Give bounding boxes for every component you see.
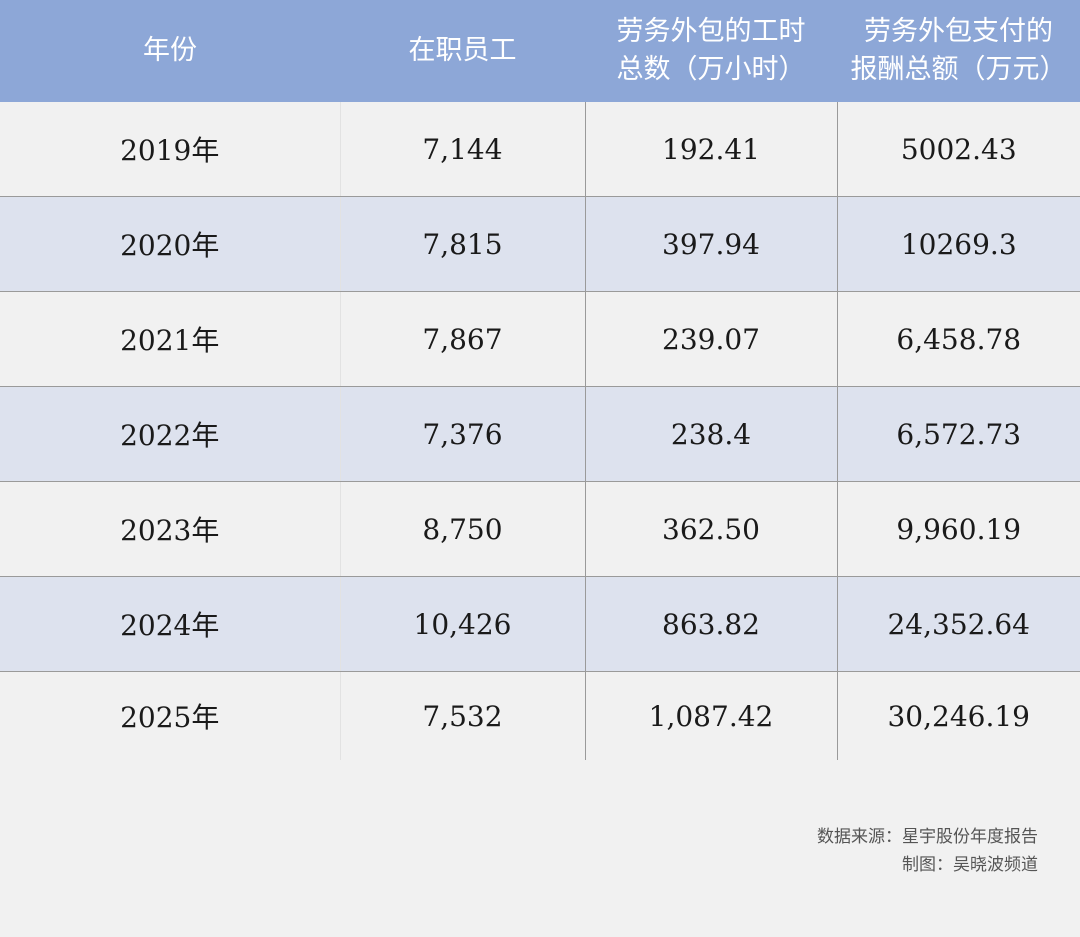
table-cell: 2022年 [0,386,341,482]
table-cell: 863.82 [585,576,838,672]
table-body: 2019年 7,144 192.41 5002.43 2020年 7,815 397.94 1… [0,102,1080,760]
table-cell: 397.94 [585,196,838,292]
table-cell: 24,352.64 [837,576,1080,672]
data-table: 年份 在职员工 劳务外包的工时 总数（万小时） 劳务外包支付的 报酬总额（万元） 20… [0,0,1080,760]
table-cell: 30,246.19 [837,671,1080,760]
table-cell: 7,815 [340,196,586,292]
table-row: 2024年 10,426 863.82 24,352.64 [0,576,1080,672]
table-cell: 8,750 [340,481,586,577]
header-cell: 劳务外包的工时 总数（万小时） [585,0,837,102]
table-cell: 1,087.42 [585,671,838,760]
table-row: 2019年 7,144 192.41 5002.43 [0,102,1080,197]
source-note: 数据来源：星宇股份年度报告 [817,827,1038,847]
header-cell: 在职员工 [340,0,585,102]
table-cell: 10,426 [340,576,586,672]
table-cell: 238.4 [585,386,838,482]
table-cell: 2024年 [0,576,341,672]
table-cell: 7,532 [340,671,586,760]
table-cell: 2019年 [0,102,341,197]
table-cell: 9,960.19 [837,481,1080,577]
table-cell: 7,867 [340,291,586,387]
header-row: 年份 在职员工 劳务外包的工时 总数（万小时） 劳务外包支付的 报酬总额（万元） [0,0,1080,102]
table-cell: 5002.43 [837,102,1080,197]
table-row: 2022年 7,376 238.4 6,572.73 [0,386,1080,482]
header-cell: 年份 [0,0,340,102]
table-cell: 6,572.73 [837,386,1080,482]
table-cell: 6,458.78 [837,291,1080,387]
table-cell: 2023年 [0,481,341,577]
table-cell: 362.50 [585,481,838,577]
table-row: 2021年 7,867 239.07 6,458.78 [0,291,1080,387]
table-cell: 7,376 [340,386,586,482]
table-row: 2020年 7,815 397.94 10269.3 [0,196,1080,292]
credit-note: 制图：吴晓波频道 [902,855,1038,875]
table-cell: 192.41 [585,102,838,197]
table-cell: 239.07 [585,291,838,387]
table-row: 2025年 7,532 1,087.42 30,246.19 [0,671,1080,760]
table-cell: 7,144 [340,102,586,197]
table-row: 2023年 8,750 362.50 9,960.19 [0,481,1080,577]
table-cell: 10269.3 [837,196,1080,292]
table-cell: 2025年 [0,671,341,760]
table-cell: 2021年 [0,291,341,387]
header-cell: 劳务外包支付的 报酬总额（万元） [837,0,1080,102]
table-cell: 2020年 [0,196,341,292]
